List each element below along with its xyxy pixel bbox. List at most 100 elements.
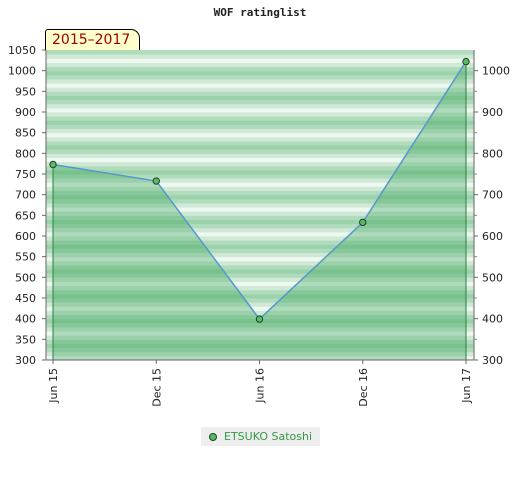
background-band (46, 322, 474, 328)
background-band (46, 273, 474, 278)
background-band (46, 54, 474, 59)
background-band (46, 103, 474, 109)
y-tick-label-left: 1000 (8, 65, 36, 78)
background-band (46, 351, 474, 357)
background-band (46, 153, 474, 158)
y-tick-label-right: 600 (482, 230, 503, 243)
y-tick-label-left: 1050 (8, 44, 36, 57)
background-band (46, 78, 474, 84)
y-tick-label-left: 600 (15, 230, 36, 243)
x-tick-label: Jun 17 (460, 368, 473, 404)
background-band (46, 269, 474, 274)
x-tick-label: Dec 15 (150, 368, 163, 407)
background-band (46, 248, 474, 254)
background-band (46, 236, 474, 241)
background-band (46, 306, 474, 311)
background-band (46, 116, 474, 121)
background-band (46, 87, 474, 92)
background-band (46, 70, 474, 76)
data-point (152, 177, 160, 185)
y-tick-label-left: 350 (15, 333, 36, 346)
background-band (46, 74, 474, 80)
y-tick-label-left: 300 (15, 354, 36, 367)
y-tick-label-right: 300 (482, 354, 503, 367)
background-band (46, 223, 474, 229)
background-band (46, 149, 474, 154)
x-tick-label: Jun 15 (47, 368, 60, 404)
background-band (46, 277, 474, 282)
background-band (46, 165, 474, 171)
axes: 300 350 400 450 500 550 600 650 700 750 800 850 900 9… (8, 44, 510, 407)
background-band (46, 244, 474, 249)
series-area (53, 61, 466, 360)
y-tick-label-left: 700 (15, 189, 36, 202)
background-band (46, 178, 474, 183)
y-tick-label-left: 550 (15, 251, 36, 264)
y-tick-label-left: 450 (15, 292, 36, 305)
background-band (46, 169, 474, 175)
background-band (46, 231, 474, 237)
background-band (46, 91, 474, 96)
y-tick-label-left: 750 (15, 168, 36, 181)
y-tick-label-right: 700 (482, 189, 503, 202)
period-label: 2015–2017 (45, 29, 141, 50)
y-tick-label-left: 950 (15, 85, 36, 98)
background-band (46, 50, 474, 55)
data-point (255, 315, 264, 323)
background-band (46, 256, 474, 262)
background-band (46, 140, 474, 146)
background-band (46, 128, 474, 134)
background-band (46, 219, 474, 225)
background-band (46, 120, 474, 125)
background-band (46, 326, 474, 332)
background-band (46, 240, 474, 245)
y-tick-label-left: 850 (15, 127, 36, 140)
y-tick-label-right: 500 (482, 271, 503, 284)
data-point (359, 218, 367, 227)
background-band (46, 182, 474, 187)
y-tick-label-right: 900 (482, 106, 503, 119)
background-band (46, 174, 474, 179)
background-band (46, 62, 474, 68)
background-band (46, 198, 474, 204)
background-band (46, 99, 474, 105)
background-band (46, 347, 474, 353)
background-band (46, 157, 474, 163)
background-band (46, 132, 474, 138)
background-band (46, 95, 474, 101)
chart-title: WOF ratinglist (213, 6, 307, 19)
background-band (46, 211, 474, 216)
y-tick-label-left: 500 (15, 271, 36, 284)
background-band (46, 331, 474, 336)
y-tick-label-left: 400 (15, 313, 36, 326)
x-tick-label: Dec 16 (357, 368, 370, 407)
legend-marker (209, 432, 217, 441)
background-band (46, 281, 474, 287)
background-band (46, 285, 474, 291)
legend: ETSUKO Satoshi (201, 427, 320, 446)
background-band (46, 107, 474, 113)
y-tick-label-right: 800 (482, 147, 503, 160)
area-layer (52, 61, 467, 360)
background-band (46, 66, 474, 72)
background-band (46, 355, 474, 361)
background-band (46, 207, 474, 212)
background-band (46, 145, 474, 150)
background-band (46, 83, 474, 88)
background-band (46, 335, 474, 340)
background-band (46, 58, 474, 63)
data-point (49, 160, 57, 169)
background-band (46, 264, 474, 270)
background-band (46, 190, 474, 196)
y-tick-label-left: 900 (15, 106, 36, 119)
background-band (46, 260, 474, 266)
data-point (462, 57, 470, 66)
y-tick-label-right: 1000 (482, 65, 510, 78)
background-band (46, 293, 474, 299)
y-tick-label-left: 650 (15, 209, 36, 222)
background-band (46, 339, 474, 344)
background-band (46, 202, 474, 208)
background-band (46, 298, 474, 303)
background-band (46, 227, 474, 233)
